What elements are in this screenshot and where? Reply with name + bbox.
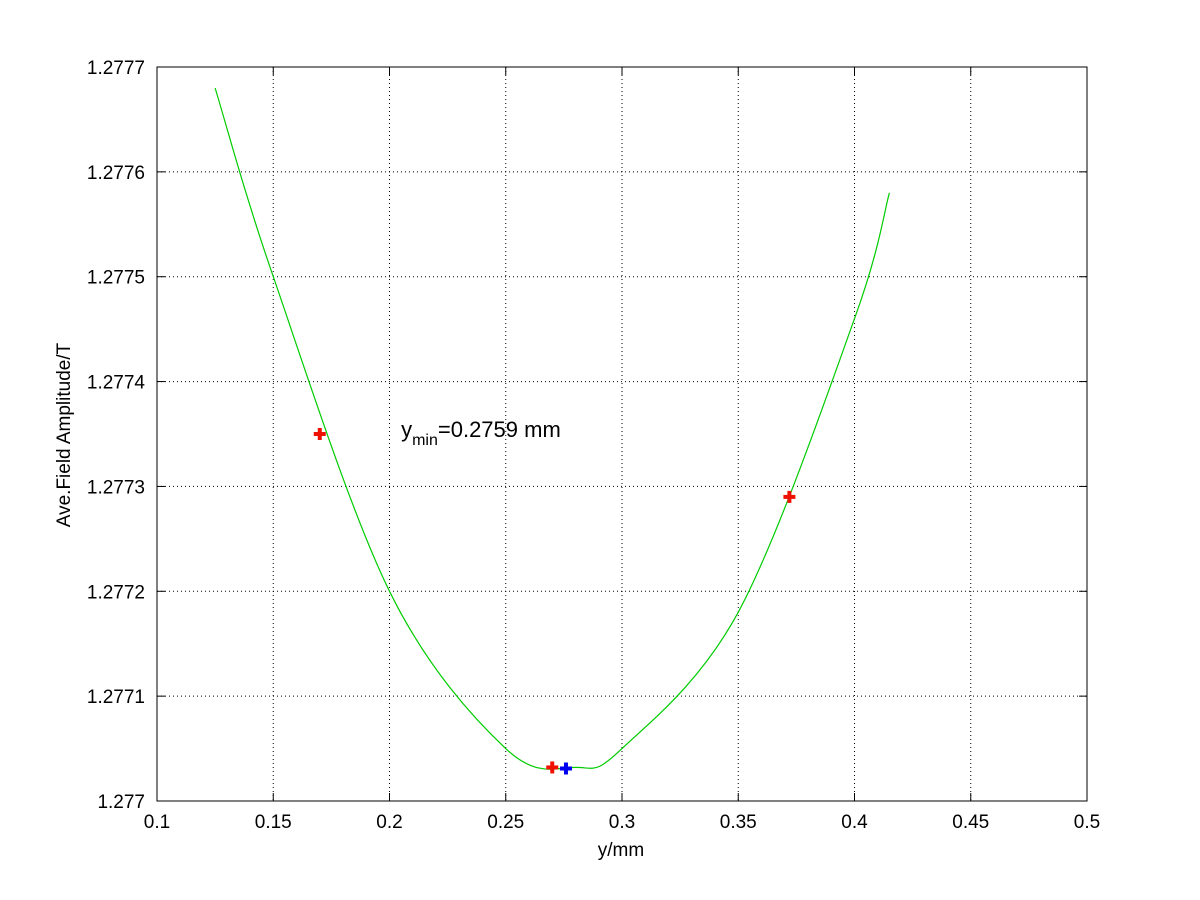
x-tick-label: 0.3 [609,812,635,833]
grid-layer [157,67,1087,801]
y-tick-label: 1.2776 [87,163,145,184]
annotation-base: y [401,417,412,442]
x-tick-label: 0.15 [255,812,292,833]
ymin-annotation: ymin=0.2759 mm [401,417,561,449]
x-tick-label: 0.5 [1074,812,1100,833]
y-tick-label: 1.2775 [87,268,145,289]
x-tick-label: 0.4 [841,812,868,833]
annotation-subscript: min [412,432,438,449]
minimum-marker [559,762,572,775]
y-tick-label: 1.277 [97,792,145,813]
x-tick-label: 0.2 [376,812,402,833]
data-point-marker [783,490,796,503]
y-tick-label: 1.2774 [87,373,146,394]
y-tick-label: 1.2771 [87,687,145,708]
axes-box [156,66,1088,802]
y-tick-label: 1.2772 [87,582,145,603]
tick-label-layer: 0.1 0.15 0.2 0.25 0.3 0.35 0.4 0.45 0.5 1.277 1.27… [87,58,1100,833]
x-axis-label: y/mm [598,840,644,861]
y-tick-label: 1.2773 [87,477,145,498]
x-tick-label: 0.35 [720,812,757,833]
x-tick-label: 0.1 [144,812,170,833]
annotation-value: =0.2759 mm [438,417,561,442]
y-axis-label: Ave.Field Amplitude/T [54,342,75,527]
x-tick-label: 0.45 [952,812,989,833]
axes-layer [156,66,1088,802]
marker-layer [313,428,796,775]
y-tick-label: 1.2777 [87,58,145,79]
x-tick-label: 0.25 [487,812,524,833]
data-point-marker [546,761,559,774]
data-point-marker [313,428,326,440]
